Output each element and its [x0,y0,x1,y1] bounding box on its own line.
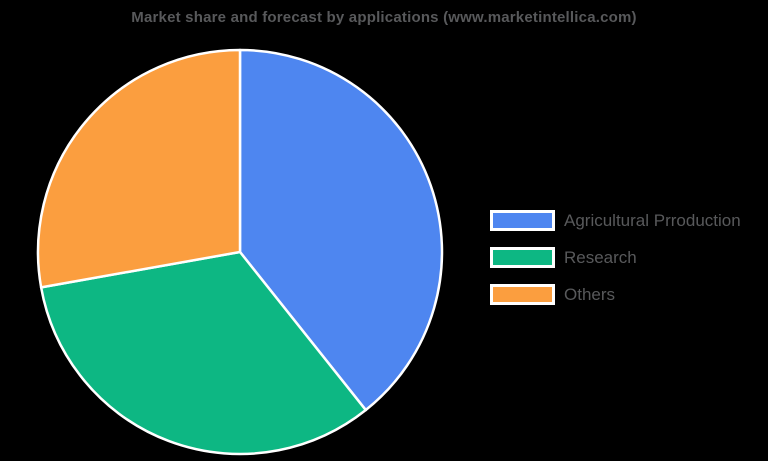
pie-slice-others[interactable] [36,48,242,289]
legend-item-others[interactable]: Others [490,284,741,305]
chart-title: Market share and forecast by application… [131,9,637,26]
pie-slice-research[interactable] [39,250,368,456]
legend-swatch-others [490,284,555,305]
pie-slice-agricultural-prroduction[interactable] [238,48,444,412]
legend-label: Agricultural Prroduction [564,210,741,230]
legend-swatch-research [490,247,555,268]
legend-item-agricultural-production[interactable]: Agricultural Prroduction [490,210,741,231]
legend-label: Others [564,284,616,304]
legend-swatch-agricultural-production [490,210,555,231]
legend-item-research[interactable]: Research [490,247,741,268]
legend: Agricultural Prroduction Research Others [490,210,741,305]
legend-label: Research [564,247,637,267]
